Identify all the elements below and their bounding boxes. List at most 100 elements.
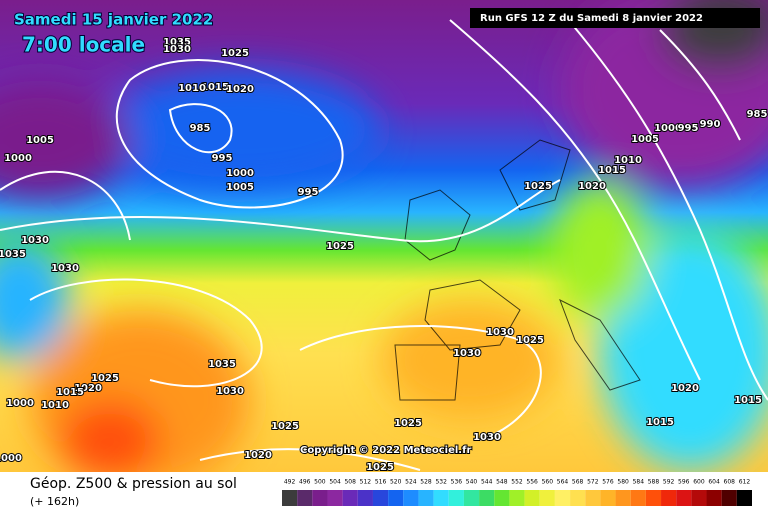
isobar-label: 1010 (41, 400, 69, 411)
isobar-label: 1025 (326, 241, 354, 252)
scale-label: 516 (375, 479, 387, 486)
scale-label: 580 (617, 479, 629, 486)
run-box (470, 8, 760, 28)
scale-cell (585, 490, 601, 506)
isobar-label: 1030 (486, 327, 514, 338)
isobar-label: 985 (190, 123, 211, 134)
scale-label: 532 (435, 479, 447, 486)
color-scale: 492 496 500 504 508 512 516 520 524 528 532 536 540 5… (282, 479, 752, 506)
scale-label: 504 (329, 479, 341, 486)
footer-title: Géop. Z500 & pression au sol (30, 476, 237, 492)
isobar-label: 1005 (631, 134, 659, 145)
isobar-label: 1000 (226, 168, 254, 179)
scale-label: 608 (724, 479, 736, 486)
scale-label: 528 (420, 479, 432, 486)
isobar-label: 1010 (178, 83, 206, 94)
scale-label: 612 (739, 479, 751, 486)
scale-cell (661, 490, 677, 506)
scale-cell (615, 490, 631, 506)
scale-label: 584 (633, 479, 645, 486)
isobar-label: 995 (212, 153, 233, 164)
isobar-label: 1025 (366, 462, 394, 473)
scale-cell (706, 490, 722, 506)
scale-label: 540 (466, 479, 478, 486)
isobar-label: 1025 (91, 373, 119, 384)
isobar-label: 1020 (74, 383, 102, 394)
scale-label: 500 (314, 479, 326, 486)
isobar-label: 1020 (226, 84, 254, 95)
scale-cell (676, 490, 692, 506)
isobar-label: 1030 (163, 44, 191, 55)
isobar-label: 1020 (578, 181, 606, 192)
scale-label: 552 (511, 479, 523, 486)
isobar-label: 1015 (734, 395, 762, 406)
scale-cell (539, 490, 555, 506)
isobar-lines (0, 9, 768, 471)
run-info: Run GFS 12 Z du Samedi 8 janvier 2022 (480, 13, 703, 24)
isobar-label: 1020 (244, 450, 272, 461)
scale-cell (312, 490, 328, 506)
scale-cell (736, 490, 752, 506)
forecast-date: Samedi 15 janvier 2022 (14, 11, 213, 29)
scale-cell (327, 490, 343, 506)
scale-cell (691, 490, 707, 506)
scale-label: 596 (678, 479, 690, 486)
scale-cell (570, 490, 586, 506)
isobar-label: 1025 (394, 418, 422, 429)
scale-cell (463, 490, 480, 506)
scale-cell (721, 490, 737, 506)
isobar-label: 1000 (6, 398, 34, 409)
scale-label: 560 (542, 479, 554, 486)
scale-label: 564 (557, 479, 569, 486)
isobar-label: 995 (298, 187, 319, 198)
scale-label: 536 (451, 479, 463, 486)
scale-label: 496 (299, 479, 311, 486)
scale-cell (418, 490, 434, 506)
isobar-label: 1025 (221, 48, 249, 59)
scale-label: 512 (360, 479, 372, 486)
scale-label: 568 (572, 479, 584, 486)
isobar-label: 1030 (216, 386, 244, 397)
scale-cell (509, 490, 525, 506)
scale-cell (630, 490, 646, 506)
scale-label: 576 (602, 479, 614, 486)
scale-label: 520 (390, 479, 402, 486)
footer-lead: (+ 162h) (30, 495, 79, 508)
isobar-label: 1025 (524, 181, 552, 192)
isobar-label: 1030 (453, 348, 481, 359)
scale-label: 588 (648, 479, 660, 486)
isobar-label: 995 (678, 123, 699, 134)
isobar-label: 1030 (21, 235, 49, 246)
scale-cell (645, 490, 662, 506)
isobar-label: 1025 (516, 335, 544, 346)
scale-cell (448, 490, 464, 506)
scale-label: 548 (496, 479, 508, 486)
isobar-label: 1005 (26, 135, 54, 146)
scale-cell (372, 490, 389, 506)
isobar-label: 1025 (271, 421, 299, 432)
isobar-label: 1030 (473, 432, 501, 443)
scale-cell (388, 490, 404, 506)
scale-cell (297, 490, 313, 506)
isobar-label: 1000 (0, 453, 22, 464)
scale-label: 544 (481, 479, 493, 486)
isobar-label: 1005 (226, 182, 254, 193)
isobar-label: 1035 (208, 359, 236, 370)
isobar-label: 1015 (646, 417, 674, 428)
isobar-label: 1015 (598, 165, 626, 176)
isobar-label: 1010 (614, 155, 642, 166)
scale-label: 604 (708, 479, 720, 486)
isobar-label: 1015 (56, 387, 84, 398)
scale-label: 524 (405, 479, 417, 486)
isobar-label: 1015 (201, 82, 229, 93)
scale-label: 508 (344, 479, 356, 486)
isobar-label: 990 (700, 119, 721, 130)
scale-cell (524, 490, 540, 506)
scale-label: 492 (284, 479, 296, 486)
map-background (0, 0, 768, 490)
scale-label: 592 (663, 479, 675, 486)
scale-cell (479, 490, 495, 506)
scale-cell (494, 490, 510, 506)
